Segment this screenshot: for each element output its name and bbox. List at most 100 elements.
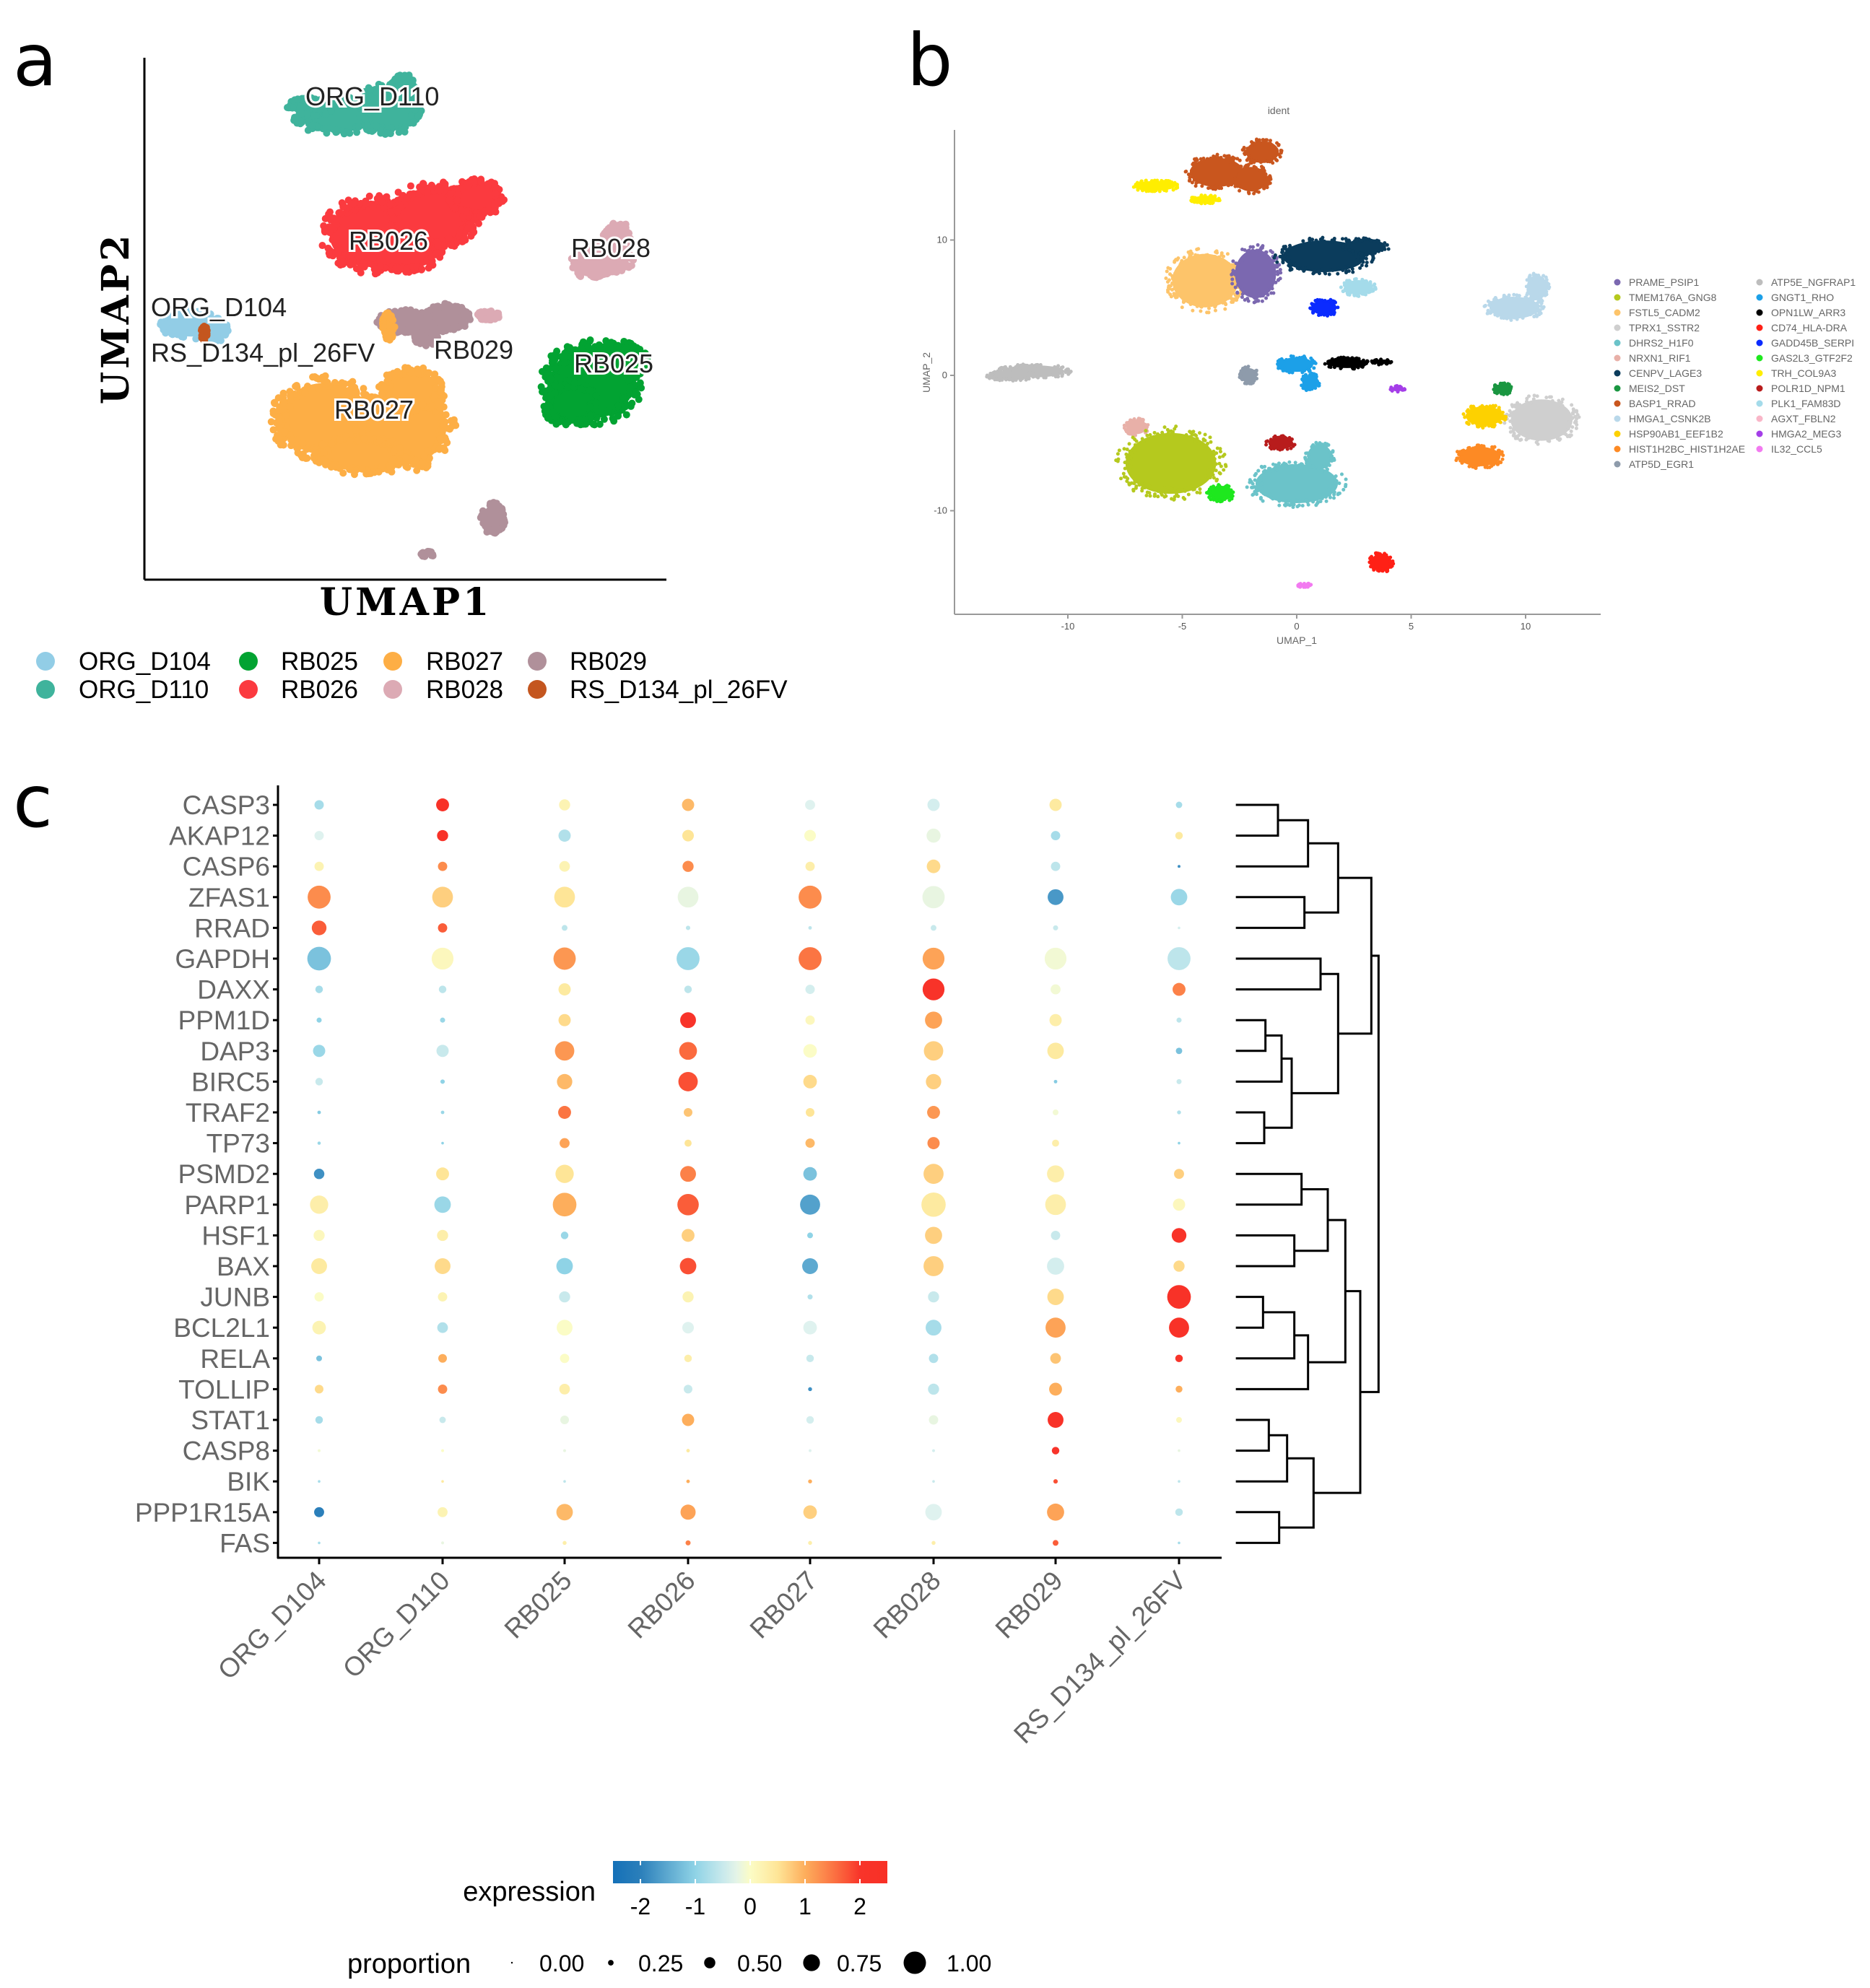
cluster-dhrs2_h1f0-point xyxy=(1261,470,1266,474)
cluster-basp1_rrad-point xyxy=(1265,138,1269,142)
cluster-rb027-point xyxy=(346,380,354,388)
cluster-opn1lw_arr3-point xyxy=(1336,356,1341,360)
cluster-cenpv_lage3-point xyxy=(1363,253,1367,257)
cluster-tmem176a_gng8-point xyxy=(1198,431,1202,435)
cluster-rb027-point xyxy=(310,372,318,380)
cluster-atp5e_ngfrap1-point xyxy=(1009,378,1014,382)
cluster-rb026-point xyxy=(453,196,461,204)
cluster-rb027-point xyxy=(358,465,366,473)
cluster-basp1_rrad-point xyxy=(1188,175,1192,180)
cluster-cenpv_lage3-point xyxy=(1281,250,1285,254)
cluster-fstl5_cadm2-point xyxy=(1214,303,1218,308)
cluster-rb028-point xyxy=(487,308,495,316)
cluster-basp1_rrad-point xyxy=(1238,188,1242,193)
cluster-cenpv_lage3-point xyxy=(1360,253,1364,257)
cluster-dhrs2_h1f0-point xyxy=(1330,476,1334,481)
cluster-rb027-point xyxy=(437,388,445,396)
cluster-org_d104-point xyxy=(222,325,230,333)
cluster-nrxn1_rif1-point xyxy=(1138,417,1142,421)
cluster-prame_psip1-point xyxy=(1275,269,1279,274)
cluster-fstl5_cadm2-point xyxy=(1182,256,1186,260)
cluster-rb027-point xyxy=(428,401,436,409)
legend-label: ORG_D110 xyxy=(79,676,209,704)
cluster-trh_col9a3-point xyxy=(1203,193,1207,198)
legend-label: RB026 xyxy=(281,676,358,704)
cluster-fstl5_cadm2-point xyxy=(1178,263,1183,267)
cluster-tmem176a_gng8-point xyxy=(1214,462,1218,466)
cluster-gngt1_rho-point xyxy=(1315,383,1320,387)
cluster-cenpv_lage3-point xyxy=(1323,270,1327,274)
cluster-rb026-point xyxy=(464,182,471,190)
cluster-hmga1_csnk2b-point xyxy=(1495,299,1499,303)
cluster-basp1_rrad-point xyxy=(1233,180,1238,185)
cluster-rb026-point xyxy=(459,237,467,245)
cluster-tprx1_sstr2-point xyxy=(1515,401,1520,405)
cluster-tmem176a_gng8-point xyxy=(1126,476,1130,481)
cluster-prame_psip1-point xyxy=(1236,262,1240,266)
cluster-polr1d_npm1-point xyxy=(1272,445,1277,450)
cluster-prame_psip1-point xyxy=(1256,243,1260,247)
cluster-org_d110-point xyxy=(308,121,316,129)
cluster-tmem176a_gng8-point xyxy=(1198,491,1202,495)
cluster-cenpv_lage3-point xyxy=(1360,258,1364,262)
cluster-gas2l3_gtf2f2-point xyxy=(1211,486,1215,490)
cluster-org_d104-point xyxy=(160,322,168,330)
cluster-cenpv_lage3-point xyxy=(1321,239,1326,243)
cluster-rb028-point xyxy=(602,270,610,278)
cluster-hmga1_csnk2b-point xyxy=(1541,274,1546,278)
cluster-basp1_rrad-point xyxy=(1235,157,1240,161)
cluster-tprx1_sstr2-point xyxy=(1523,404,1527,408)
cluster-basp1_rrad-point xyxy=(1217,186,1222,191)
cluster-tmem176a_gng8-point xyxy=(1193,440,1197,445)
cluster-rb027-point xyxy=(393,367,401,375)
cluster-dhrs2_h1f0-point xyxy=(1326,487,1331,492)
cluster-rb026-point xyxy=(446,190,454,198)
legend-swatch-icon xyxy=(383,652,402,671)
cluster-prame_psip1-point xyxy=(1235,291,1240,295)
cluster-cenpv_lage3-point xyxy=(1365,263,1369,268)
cluster-rb026-point xyxy=(484,180,492,188)
cluster-tmem176a_gng8-point xyxy=(1136,474,1140,479)
cluster-tmem176a_gng8-point xyxy=(1134,450,1138,454)
legend-item: RB026 xyxy=(239,676,358,704)
cluster-hmga1_csnk2b-point xyxy=(1536,273,1541,277)
cluster-tmem176a_gng8-point xyxy=(1160,430,1165,435)
cluster-fstl5_cadm2-point xyxy=(1222,297,1226,302)
cluster-tmem176a_gng8-point xyxy=(1203,479,1207,483)
cluster-cenpv_lage3-point xyxy=(1300,266,1305,270)
cluster-plk1_fam83d-point xyxy=(1373,282,1377,287)
cluster-fstl5_cadm2-point xyxy=(1193,253,1198,257)
legend-swatch-icon xyxy=(528,680,547,699)
cluster-basp1_rrad-point xyxy=(1251,142,1255,147)
cluster-dhrs2_h1f0-point xyxy=(1310,447,1315,451)
cluster-trh_col9a3-point xyxy=(1191,196,1195,200)
cluster-hmga1_csnk2b-point xyxy=(1538,308,1542,313)
cluster-nrxn1_rif1-point xyxy=(1132,418,1136,422)
cluster-hmga1_csnk2b-point xyxy=(1532,315,1536,319)
cluster-fstl5_cadm2-point xyxy=(1209,301,1213,305)
cluster-gngt1_rho-point xyxy=(1287,368,1292,372)
cluster-dhrs2_h1f0-point xyxy=(1287,499,1292,503)
cluster-basp1_rrad-point xyxy=(1215,152,1219,157)
cluster-org_d104-point xyxy=(173,331,181,339)
cluster-rb027-point xyxy=(390,448,398,455)
cluster-prame_psip1-point xyxy=(1260,299,1264,303)
cluster-org_d110-point xyxy=(368,127,376,135)
cluster-rb025-point xyxy=(561,349,569,357)
cluster-plk1_fam83d-point xyxy=(1356,292,1360,296)
cluster-rb025-point xyxy=(552,413,560,421)
cluster-cenpv_lage3-point xyxy=(1344,269,1349,274)
cluster-dhrs2_h1f0-point xyxy=(1330,454,1334,458)
cluster-basp1_rrad-point xyxy=(1258,160,1263,165)
cluster-plk1_fam83d-point xyxy=(1360,292,1365,296)
cluster-cenpv_lage3-point xyxy=(1282,245,1286,249)
cluster-opn1lw_arr3-point xyxy=(1379,362,1383,366)
cluster-fstl5_cadm2-point xyxy=(1214,250,1218,254)
cluster-prame_psip1-point xyxy=(1270,287,1274,291)
cluster-basp1_rrad-point xyxy=(1190,168,1194,173)
cluster-atp5e_ngfrap1-point xyxy=(1016,362,1020,367)
cluster-dhrs2_h1f0-point xyxy=(1307,464,1311,468)
cluster-dhrs2_h1f0-point xyxy=(1293,461,1297,465)
cluster-trh_col9a3-point xyxy=(1144,178,1148,183)
cluster-tprx1_sstr2-point xyxy=(1567,433,1571,437)
